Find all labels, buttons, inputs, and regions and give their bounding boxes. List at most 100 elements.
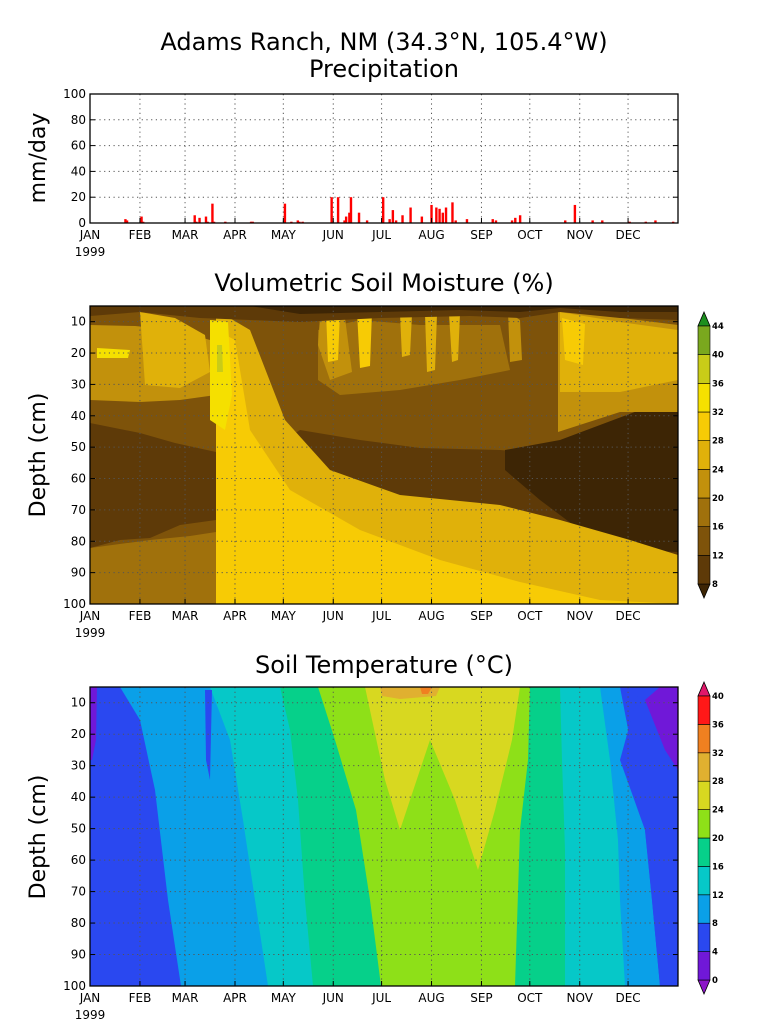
x-tick-label: JUN bbox=[322, 991, 344, 1005]
sm-upper-moist-left bbox=[140, 312, 210, 388]
colorbar-label: 16 bbox=[712, 862, 724, 872]
precip-x-ticks: JAN FEB MAR APR MAY JUN JUL AUG SEP OCT NOV DEC bbox=[79, 218, 641, 242]
soil-temperature-x-ticks: JAN FEB MAR APR MAY JUN JUL AUG SEP OCT NOV DEC bbox=[79, 981, 641, 1005]
sm-wettest-april-core bbox=[210, 320, 232, 430]
soil-temperature-frame bbox=[89, 686, 679, 987]
y-tick-label: 70 bbox=[71, 503, 86, 517]
colorbar-label: 20 bbox=[712, 834, 724, 844]
colorbar-label: 44 bbox=[712, 322, 724, 332]
colorbar-segment bbox=[697, 866, 711, 896]
x-tick-label: SEP bbox=[470, 991, 492, 1005]
colorbar-label: 40 bbox=[712, 351, 724, 361]
y-tick-label: 80 bbox=[71, 534, 86, 548]
x-tick-label: APR bbox=[223, 991, 247, 1005]
y-tick-label: 60 bbox=[71, 853, 86, 867]
x-tick-label: FEB bbox=[129, 991, 152, 1005]
colorbar-segment bbox=[697, 325, 711, 355]
st-coldest-dec bbox=[645, 687, 678, 770]
y-tick-label: 100 bbox=[63, 87, 86, 101]
soil-moisture-panel: Volumetric Soil Moisture (%) Depth (cm) bbox=[26, 269, 724, 640]
colorbar-min-arrow bbox=[697, 583, 711, 600]
sm-deep-bottom-left bbox=[90, 532, 216, 604]
sm-june-pulse bbox=[326, 312, 340, 362]
precip-bar bbox=[514, 217, 517, 223]
precip-bar bbox=[573, 204, 577, 223]
precip-title: Precipitation bbox=[309, 55, 459, 83]
x-tick-label: MAR bbox=[172, 228, 199, 242]
precip-bar bbox=[198, 217, 201, 223]
soil-moisture-y-label: Depth (cm) bbox=[26, 393, 51, 518]
precip-bar bbox=[381, 197, 385, 223]
precip-bar bbox=[444, 207, 448, 223]
colorbar-segment bbox=[697, 752, 711, 782]
sm-fall-moist bbox=[560, 312, 678, 392]
precip-bar bbox=[465, 219, 469, 223]
colorbar-label: 36 bbox=[712, 720, 724, 730]
soil-moisture-field bbox=[90, 306, 678, 604]
precip-bar bbox=[140, 216, 143, 223]
colorbar-segment bbox=[697, 440, 711, 470]
y-tick-label: 0 bbox=[78, 216, 86, 230]
precip-bar bbox=[344, 216, 348, 223]
x-tick-label: APR bbox=[223, 609, 247, 623]
y-tick-label: 20 bbox=[71, 727, 86, 741]
precip-bar bbox=[451, 202, 454, 223]
precip-panel: Precipitation mm/day 0 20 40 60 80 100 JAN FEB… bbox=[26, 55, 679, 259]
y-tick-label: 90 bbox=[71, 566, 86, 580]
colorbar-segment bbox=[697, 922, 711, 952]
y-tick-label: 40 bbox=[71, 790, 86, 804]
precip-bar bbox=[365, 220, 369, 223]
colorbar-label: 32 bbox=[712, 749, 724, 759]
colorbar-segment bbox=[697, 555, 711, 585]
x-tick-label: APR bbox=[223, 228, 247, 242]
colorbar-label: 4 bbox=[712, 948, 718, 958]
colorbar-segment bbox=[697, 383, 711, 413]
x-tick-label: FEB bbox=[129, 609, 152, 623]
precip-bar bbox=[336, 197, 340, 223]
colorbar-label: 12 bbox=[712, 891, 724, 901]
y-tick-label: 20 bbox=[71, 346, 86, 360]
y-tick-label: 10 bbox=[71, 315, 86, 329]
precip-bar bbox=[494, 220, 498, 223]
x-tick-label: JUL bbox=[371, 991, 391, 1005]
precip-bar bbox=[420, 216, 424, 223]
precip-bar bbox=[601, 220, 604, 223]
precip-y-label: mm/day bbox=[26, 113, 51, 204]
precip-bar bbox=[438, 208, 441, 223]
x-tick-label: SEP bbox=[470, 609, 492, 623]
precip-bar bbox=[124, 219, 127, 223]
y-tick-label: 10 bbox=[71, 696, 86, 710]
x-tick-label: JUL bbox=[371, 609, 391, 623]
colorbar-segment bbox=[697, 837, 711, 867]
colorbar-label: 24 bbox=[712, 806, 724, 816]
precip-bar bbox=[125, 220, 129, 223]
colorbar-segment bbox=[697, 354, 711, 384]
sm-wetter-column-april bbox=[216, 330, 678, 604]
precip-bar bbox=[349, 197, 353, 223]
precip-bar bbox=[296, 220, 300, 223]
x-tick-label: MAY bbox=[271, 228, 297, 242]
precip-bar bbox=[518, 215, 522, 223]
colorbar-segment bbox=[697, 497, 711, 527]
colorbar-label: 40 bbox=[712, 692, 724, 702]
colorbar-label: 16 bbox=[712, 523, 724, 533]
soil-moisture-title: Volumetric Soil Moisture (%) bbox=[214, 269, 553, 297]
soil-temperature-grid bbox=[90, 687, 678, 986]
y-tick-label: 30 bbox=[71, 759, 86, 773]
sm-surface-driest bbox=[250, 306, 678, 314]
precip-bar bbox=[394, 220, 398, 223]
x-tick-label: NOV bbox=[567, 991, 594, 1005]
precip-year-label: 1999 bbox=[75, 245, 106, 259]
soil-moisture-frame bbox=[89, 305, 679, 605]
colorbar-segment bbox=[697, 526, 711, 556]
sm-dry-band-left bbox=[90, 423, 216, 548]
x-tick-label: JAN bbox=[79, 228, 101, 242]
soil-temperature-panel: Soil Temperature (°C) Depth (cm) 10 20 30 4… bbox=[26, 651, 724, 1022]
x-tick-label: JUN bbox=[322, 609, 344, 623]
colorbar-label: 20 bbox=[712, 494, 724, 504]
sm-green-spot bbox=[217, 345, 223, 372]
colorbar-segment bbox=[697, 469, 711, 499]
figure-title: Adams Ranch, NM (34.3°N, 105.4°W) bbox=[160, 28, 607, 56]
colorbar-label: 28 bbox=[712, 437, 724, 447]
